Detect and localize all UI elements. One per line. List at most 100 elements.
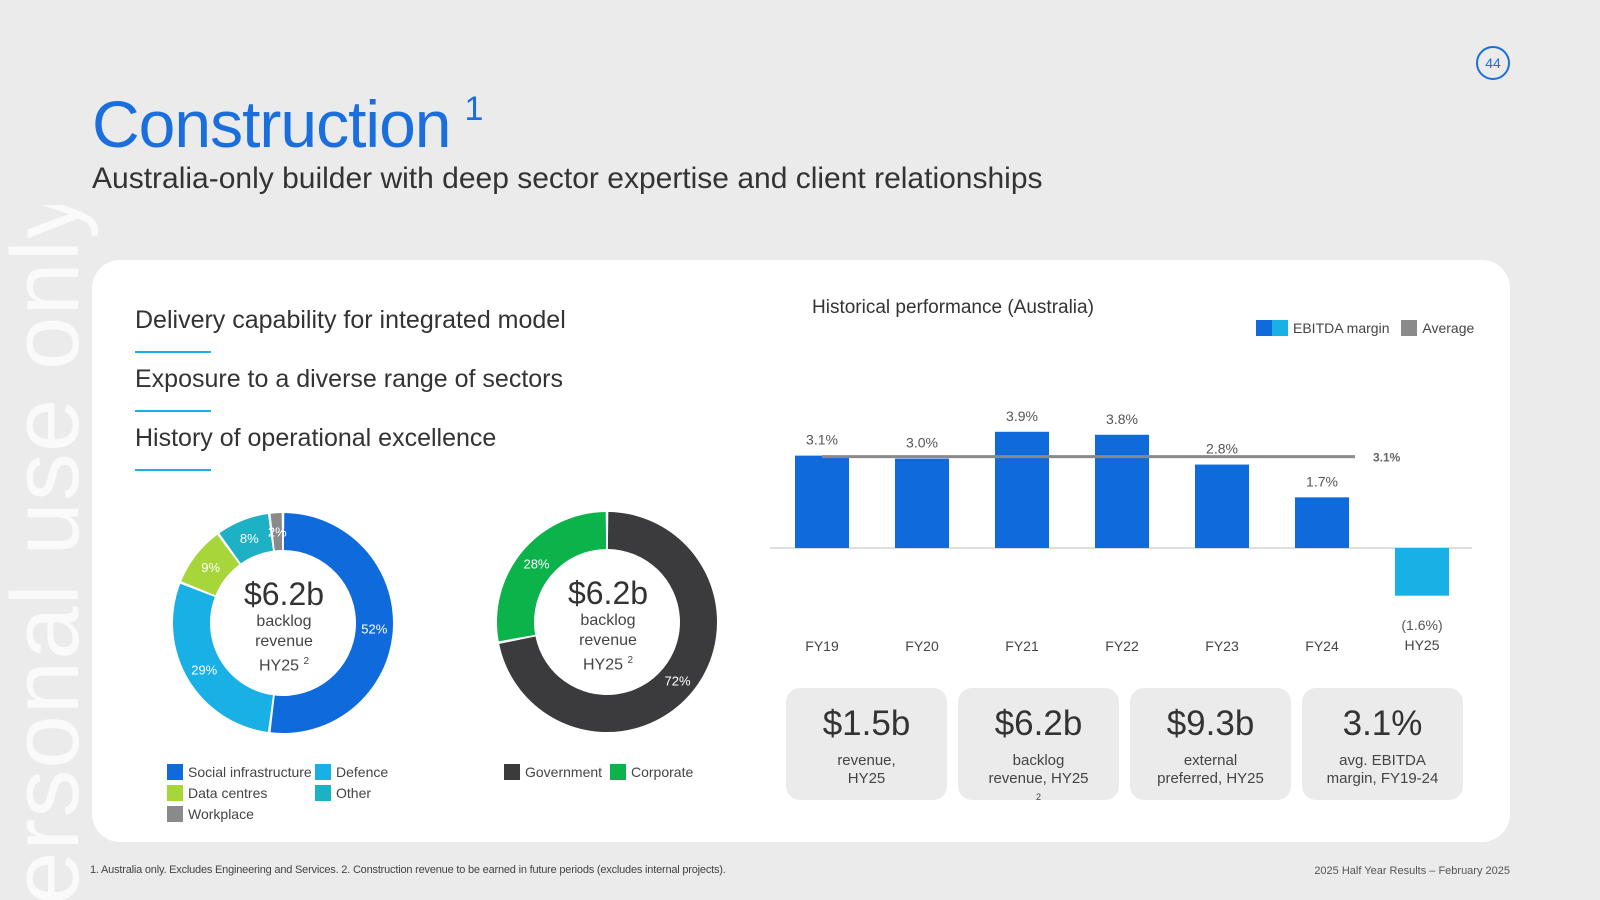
kpi-label-line2: revenue, HY25 [988,770,1089,787]
kpi-label-line1: external [1183,752,1238,769]
sector-donut-footnote: 2 [303,656,310,667]
tick-label-fy20: FY20 [905,638,939,654]
kpi-label-line1: avg. EBITDA [1339,752,1426,769]
legend-other: Other [315,784,371,802]
client-label-corporate: 28% [523,557,549,572]
tick-label-hy25: HY25 [1404,637,1439,653]
client-donut-line2: revenue [579,632,637,649]
legend-ebitda-margin: EBITDA margin [1293,320,1390,336]
data-label-hy25: (1.6%) [1401,617,1442,633]
kpi-avg-ebitda: 3.1% avg. EBITDA margin, FY19-24 [1302,688,1463,800]
bar-hy25 [1395,548,1449,596]
tick-label-fy21: FY21 [1005,638,1039,654]
client-donut-chart: 72% 28% [497,512,717,732]
kpi-external-preferred: $9.3b external preferred, HY25 [1130,688,1291,800]
chart-title: Historical performance (Australia) [812,297,1094,318]
data-label-fy23: 2.8% [1206,441,1238,457]
client-donut-center: $6.2b backlog revenue HY25 2 [546,575,670,675]
sector-label-workplace: 2% [268,525,287,540]
client-slice-government [499,512,717,732]
bar-chart-legend: EBITDA margin Average [1256,320,1474,336]
legend-label: Corporate [631,764,694,780]
sector-label-data-centres: 9% [201,560,220,575]
sector-donut-value: $6.2b [243,576,325,612]
page-number: 44 [1476,46,1510,80]
data-label-fy19: 3.1% [806,432,838,448]
sector-donut-center: $6.2b backlog revenue HY25 2 [222,576,346,676]
data-label-fy22: 3.8% [1106,411,1138,427]
legend-swatch-ebitda-negative [1272,320,1288,336]
kpi-value: $1.5b [822,704,911,743]
page-title-text: Construction [92,87,452,161]
page-title: Construction 1 [92,86,484,162]
client-donut-value: $6.2b [567,575,649,611]
bar-fy20 [895,458,949,548]
point-divider [135,469,211,471]
client-donut-line1: backlog [580,612,636,629]
data-label-fy21: 3.9% [1006,408,1038,424]
tick-label-fy19: FY19 [805,638,839,654]
bar-fy19 [795,455,849,548]
legend-swatch [610,764,626,780]
title-footnote-marker: 1 [464,90,484,128]
legend-social-infrastructure: Social infrastructure [167,763,312,781]
client-slice-corporate [497,512,607,642]
kpi-value: $9.3b [1166,704,1255,743]
point-history: History of operational excellence [135,424,497,452]
data-label-fy24: 1.7% [1306,473,1338,489]
legend-swatch-average [1401,320,1418,336]
legend-data-centres: Data centres [167,784,267,802]
legend-swatch [167,785,183,801]
client-label-government: 72% [664,673,690,688]
data-label-fy20: 3.0% [906,435,938,451]
legend-corporate: Corporate [610,763,693,781]
sector-donut-line3: HY25 [258,657,299,675]
sector-slice-other [219,514,273,564]
sector-label-other: 8% [240,531,259,546]
page-subtitle: Australia-only builder with deep sector … [92,162,1043,195]
sector-label-social-infrastructure: 52% [361,622,387,637]
point-exposure: Exposure to a diverse range of sectors [135,365,564,393]
average-label: 3.1% [1373,451,1401,465]
bar-fy23 [1195,464,1249,548]
sector-slice-workplace [270,513,283,551]
legend-workplace: Workplace [167,805,254,823]
point-divider [135,410,211,412]
sector-donut-line1: backlog [256,613,312,630]
legend-label: Data centres [188,785,268,801]
tick-label-fy23: FY23 [1205,638,1239,654]
legend-label: Other [336,785,372,801]
kpi-label-line1: backlog [1012,752,1065,769]
kpi-value: 3.1% [1342,704,1423,743]
bar-fy22 [1095,434,1149,548]
legend-government: Government [504,763,602,781]
legend-swatch [167,764,183,780]
legend-label: Defence [336,764,389,780]
legend-defence: Defence [315,763,388,781]
legend-label: Workplace [188,806,254,822]
kpi-value: $6.2b [994,704,1083,743]
legend-label: Social infrastructure [188,764,312,780]
kpi-footnote: 2 [1035,792,1041,802]
legend-average: Average [1422,320,1475,336]
legend-swatch [315,764,331,780]
bar-fy21 [995,431,1049,548]
client-donut-line3: HY25 [582,656,623,674]
legend-label: Government [525,764,603,780]
legend-swatch [504,764,520,780]
legend-swatch [167,806,183,822]
sector-donut-line2: revenue [255,633,313,650]
point-delivery: Delivery capability for integrated model [135,306,566,334]
tick-label-fy24: FY24 [1305,638,1339,654]
kpi-revenue: $1.5b revenue, HY25 [786,688,947,800]
sector-slice-data-centres [181,534,240,596]
bar-fy24 [1295,497,1349,548]
tick-label-fy22: FY22 [1105,638,1139,654]
kpi-label-line2: HY25 [847,770,886,787]
kpi-label-line1: revenue, [837,752,896,769]
kpi-backlog: $6.2b backlog revenue, HY25 2 [958,688,1119,802]
legend-swatch [315,785,331,801]
sector-slice-social-infrastructure [270,513,393,733]
